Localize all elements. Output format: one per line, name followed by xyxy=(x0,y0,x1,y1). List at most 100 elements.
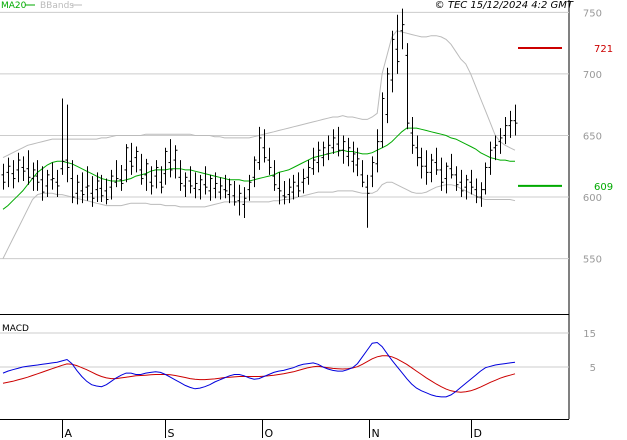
ohlc-bar xyxy=(149,166,154,195)
ohlc-bar xyxy=(163,147,168,185)
ohlc-bar xyxy=(198,174,203,200)
ohlc-bar xyxy=(70,160,75,204)
ohlc-bar xyxy=(80,172,85,204)
macd-y-tick: 5 xyxy=(590,363,596,374)
ohlc-bar xyxy=(124,144,129,183)
ohlc-bar xyxy=(306,160,311,185)
ohlc-bar xyxy=(257,126,262,170)
level-marker-label: 721 xyxy=(594,44,613,55)
ohlc-bar xyxy=(395,14,400,74)
ohlc-bar xyxy=(237,184,242,216)
ohlc-bar xyxy=(75,174,80,205)
ohlc-bar xyxy=(326,135,331,161)
ohlc-bar xyxy=(331,129,336,154)
ma20-polyline xyxy=(2,127,515,210)
ohlc-bar xyxy=(95,172,100,202)
ohlc-bar xyxy=(410,116,415,154)
ohlc-bar xyxy=(188,166,193,194)
month-tick-label: A xyxy=(65,427,73,440)
price-y-tick: 650 xyxy=(583,131,602,142)
ohlc-bar xyxy=(351,141,356,173)
ohlc-bar xyxy=(439,157,444,191)
ohlc-bar xyxy=(503,116,508,145)
ohlc-bar xyxy=(493,135,498,161)
signal-line xyxy=(2,355,516,393)
ohlc-bar xyxy=(252,156,257,188)
ohlc-bar xyxy=(483,162,488,195)
ohlc-bar xyxy=(1,163,6,190)
ohlc-bar xyxy=(203,166,208,195)
macd-lines xyxy=(2,341,516,398)
ohlc-bar xyxy=(444,162,449,194)
ohlc-bar xyxy=(65,104,70,183)
ohlc-bar xyxy=(429,153,434,183)
legend-ma20-label: MA20 xyxy=(1,1,27,11)
legend: MA20 BBands xyxy=(1,1,82,11)
macd-y-tick: 15 xyxy=(583,329,596,340)
ohlc-bar xyxy=(365,174,370,228)
month-tick-label: S xyxy=(168,427,175,440)
ohlc-bar xyxy=(464,174,469,200)
ohlc-bar xyxy=(218,177,223,200)
macd-title: MACD xyxy=(2,324,29,334)
macd-y-axis: 5 15 xyxy=(583,329,596,374)
price-y-axis: 550 600 650 700 750 xyxy=(583,8,602,265)
ohlc-bar xyxy=(119,165,124,191)
ohlc-bar xyxy=(45,169,50,198)
ohlc-bar xyxy=(168,139,173,178)
ohlc-bar xyxy=(50,162,55,190)
ohlc-bar xyxy=(242,187,247,218)
ohlc-bar xyxy=(336,126,341,157)
ohlc-bar xyxy=(90,176,95,207)
ohlc-bar xyxy=(296,172,301,198)
ohlc-bar xyxy=(55,169,60,198)
price-bars xyxy=(1,8,518,228)
ohlc-bar xyxy=(459,169,464,198)
price-y-tick: 750 xyxy=(583,8,602,19)
copyright-text: © TEC 15/12/2024 4:2 GMT xyxy=(435,0,574,11)
price-grid xyxy=(0,11,569,260)
ohlc-bar xyxy=(109,169,114,200)
month-tick-label: O xyxy=(265,427,274,440)
ohlc-bar xyxy=(291,174,296,200)
ohlc-bar xyxy=(11,160,16,189)
ohlc-bar xyxy=(449,153,454,179)
ohlc-bar xyxy=(355,147,360,177)
ohlc-bar xyxy=(154,160,159,189)
ohlc-bar xyxy=(415,135,420,167)
macd-grid xyxy=(0,332,569,368)
ohlc-bar xyxy=(301,168,306,194)
ohlc-bar xyxy=(183,172,188,198)
ohlc-bar xyxy=(247,174,252,201)
ohlc-bar xyxy=(208,174,213,201)
ohlc-bar xyxy=(144,158,149,191)
price-markers: 721 609 xyxy=(518,44,613,193)
bband-lower-line xyxy=(2,181,516,259)
ohlc-bar xyxy=(375,129,380,173)
ohlc-bar xyxy=(40,166,45,201)
ohlc-bar xyxy=(227,178,232,204)
ohlc-bar xyxy=(267,147,272,175)
ohlc-bar xyxy=(223,174,228,199)
ohlc-bar xyxy=(287,178,292,204)
ohlc-bar xyxy=(390,30,395,93)
price-y-tick: 700 xyxy=(583,70,602,81)
month-tick-label: N xyxy=(372,427,380,440)
ohlc-bar xyxy=(213,172,218,199)
price-y-tick: 550 xyxy=(583,255,602,266)
ohlc-bar xyxy=(85,166,90,201)
ohlc-bar xyxy=(134,146,139,173)
ohlc-bar xyxy=(316,141,321,173)
ohlc-bar xyxy=(434,147,439,175)
ohlc-bar xyxy=(311,147,316,175)
ohlc-bar xyxy=(370,156,375,188)
ohlc-bar xyxy=(405,43,410,130)
ohlc-bar xyxy=(277,172,282,205)
ohlc-bar xyxy=(321,141,326,167)
ohlc-bar xyxy=(159,166,164,194)
ohlc-bar xyxy=(479,182,484,207)
price-y-tick: 600 xyxy=(583,193,602,204)
ohlc-bar xyxy=(16,152,21,183)
